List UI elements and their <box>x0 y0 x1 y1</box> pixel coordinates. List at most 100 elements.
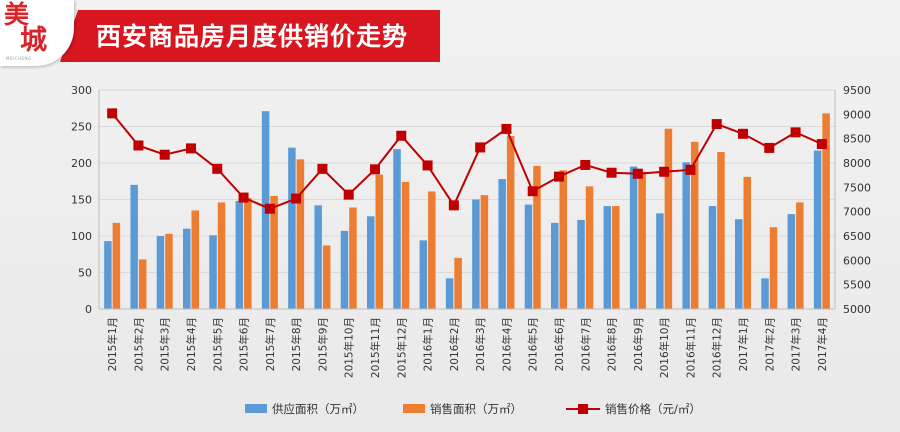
bar-supply <box>288 147 296 309</box>
x-tick-label: 2015年6月 <box>238 317 251 371</box>
bar-sales <box>638 171 646 309</box>
bar-supply <box>629 166 638 309</box>
price-marker <box>291 193 302 204</box>
price-marker <box>738 128 748 139</box>
logo-subtext: MEICHENG <box>6 56 32 61</box>
bar-sales <box>769 227 778 309</box>
page-title: 西安商品房月度供销价走势 <box>96 22 409 51</box>
bar-sales <box>401 181 410 309</box>
x-tick-label: 2016年12月 <box>711 317 724 378</box>
banner-shape <box>60 10 440 62</box>
x-tick-label: 2016年9月 <box>632 317 645 371</box>
bar-supply <box>682 162 690 309</box>
bar-supply <box>577 219 585 309</box>
y-left-tick-label: 250 <box>71 121 92 134</box>
y-left-tick-label: 150 <box>71 194 92 207</box>
y-right-tick-label: 8500 <box>843 133 871 146</box>
bar-supply <box>130 184 138 309</box>
bar-supply <box>340 230 349 309</box>
bar-supply <box>498 179 506 309</box>
x-tick-label: 2017年1月 <box>737 317 750 371</box>
bar-supply <box>104 241 112 309</box>
bar-sales <box>585 186 594 309</box>
price-marker <box>527 186 538 197</box>
price-marker <box>370 164 380 175</box>
price-marker <box>422 160 433 171</box>
bar-supply <box>367 216 375 309</box>
price-marker <box>317 163 328 174</box>
bar-sales <box>743 176 751 309</box>
bar-sales <box>217 202 226 309</box>
price-marker <box>159 149 170 160</box>
price-marker <box>685 164 696 175</box>
price-marker <box>264 203 275 214</box>
x-tick-label: 2015年9月 <box>316 317 329 371</box>
bar-supply <box>445 278 454 309</box>
bar-sales <box>533 165 541 309</box>
bar-sales <box>244 198 252 309</box>
y-right-tick-label: 9000 <box>843 108 871 121</box>
x-tick-label: 2016年11月 <box>684 317 697 378</box>
y-left-tick-label: 0 <box>85 303 92 316</box>
bar-sales <box>506 135 515 309</box>
price-marker <box>238 192 249 203</box>
price-marker <box>632 168 643 179</box>
x-tick-label: 2016年3月 <box>474 317 487 371</box>
logo-char-2: 城 <box>20 25 47 56</box>
price-marker <box>606 167 617 178</box>
x-tick-label: 2016年2月 <box>448 317 461 371</box>
legend-swatch-sales <box>403 404 425 413</box>
legend-label-sales: 销售面积（万㎡） <box>430 402 522 416</box>
bar-supply <box>735 219 743 309</box>
bar-supply <box>183 228 191 309</box>
y-left-tick-label: 300 <box>71 84 92 97</box>
price-marker <box>711 119 722 130</box>
y-right-tick-label: 6000 <box>843 254 871 267</box>
price-marker <box>501 123 512 134</box>
x-tick-label: 2015年7月 <box>264 317 277 371</box>
price-marker <box>580 159 591 170</box>
x-tick-label: 2015年2月 <box>132 317 145 371</box>
price-marker <box>396 130 407 141</box>
bar-supply <box>314 205 322 309</box>
logo: 美 城 MEICHENG <box>0 0 74 66</box>
x-tick-label: 2015年5月 <box>211 317 224 371</box>
price-marker <box>790 127 801 138</box>
bar-supply <box>524 204 533 309</box>
x-tick-label: 2015年4月 <box>185 317 198 371</box>
y-left-tick-label: 100 <box>71 230 92 243</box>
y-left-tick-label: 200 <box>71 157 92 170</box>
y-right-tick-label: 5000 <box>843 303 871 316</box>
bar-sales <box>296 159 305 309</box>
bar-supply <box>603 206 612 309</box>
axes: 0 50 100 150 200 250 300 5000 5500 6000 6500 7000 75… <box>71 84 871 378</box>
bar-sales <box>612 206 620 309</box>
y-right-tick-label: 7000 <box>843 206 871 219</box>
x-tick-label: 2016年1月 <box>422 317 435 371</box>
x-tick-label: 2015年8月 <box>290 317 303 371</box>
x-tick-label: 2017年3月 <box>790 317 803 371</box>
bar-supply <box>761 278 769 309</box>
x-tick-label: 2015年10月 <box>343 317 356 378</box>
legend-marker-price <box>578 404 588 414</box>
bar-supply <box>708 206 717 309</box>
x-tick-label: 2015年11月 <box>369 317 382 378</box>
title-banner <box>0 10 440 62</box>
bar-supply <box>656 213 664 309</box>
bar-supply <box>472 199 480 309</box>
x-tick-label: 2015年1月 <box>106 317 119 371</box>
y-right-tick-label: 6500 <box>843 230 871 243</box>
price-marker <box>212 163 223 174</box>
bar-sales <box>822 113 830 309</box>
legend: 供应面积（万㎡） 销售面积（万㎡） 销售价格（元/㎡） <box>245 402 701 416</box>
bar-sales <box>322 245 331 309</box>
bar-sales <box>349 207 357 309</box>
y-right-tick-label: 5500 <box>843 279 871 292</box>
bar-supply <box>393 149 401 309</box>
y-right-tick-label: 8000 <box>843 157 871 170</box>
bar-sales <box>112 222 121 309</box>
price-marker <box>448 200 459 211</box>
x-tick-label: 2017年2月 <box>763 317 776 371</box>
y-right-tick-label: 9500 <box>843 84 871 97</box>
price-marker <box>343 189 354 200</box>
